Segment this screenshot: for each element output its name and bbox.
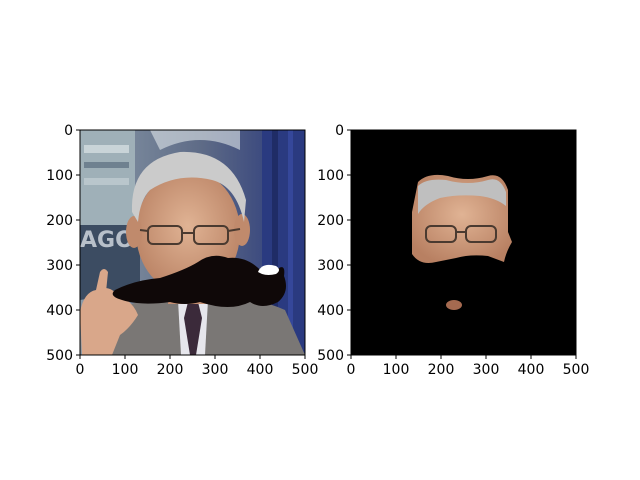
mustache-shape [112, 255, 287, 307]
right-x-tick-label: 200 [428, 362, 455, 378]
masked-chin-patch [446, 300, 462, 310]
left-x-ticks: 0 100 200 300 400 500 [76, 355, 319, 378]
left-x-tick-label: 400 [247, 362, 274, 378]
right-y-tick-label: 300 [317, 258, 344, 274]
right-x-ticks: 0 100 200 300 400 500 [347, 355, 590, 378]
right-x-tick-label: 100 [383, 362, 410, 378]
left-axes: AGO [46, 123, 319, 378]
left-x-tick-label: 100 [112, 362, 139, 378]
right-y-tick-label: 100 [317, 168, 344, 184]
right-y-tick-label: 0 [335, 123, 344, 139]
right-x-tick-label: 300 [473, 362, 500, 378]
left-y-tick-label: 400 [46, 303, 73, 319]
right-image-masked [351, 130, 576, 355]
right-x-tick-label: 500 [563, 362, 590, 378]
right-y-ticks: 0 100 200 300 400 500 [317, 123, 351, 364]
left-x-tick-label: 0 [76, 362, 85, 378]
left-y-tick-label: 300 [46, 258, 73, 274]
right-y-tick-label: 400 [317, 303, 344, 319]
svg-text:AGO: AGO [80, 228, 134, 253]
left-x-tick-label: 200 [157, 362, 184, 378]
right-axes: 0 100 200 300 400 500 0 100 200 300 400 500 [317, 123, 589, 378]
left-y-tick-label: 500 [46, 348, 73, 364]
left-y-tick-label: 0 [64, 123, 73, 139]
left-image-photo: AGO [80, 130, 305, 355]
right-axes-frame [350, 129, 577, 356]
left-x-tick-label: 500 [292, 362, 319, 378]
right-x-tick-label: 400 [518, 362, 545, 378]
right-y-tick-label: 200 [317, 213, 344, 229]
left-axes-frame [79, 129, 306, 356]
right-y-tick-label: 500 [317, 348, 344, 364]
left-y-ticks: 0 100 200 300 400 500 [46, 123, 80, 364]
left-x-tick-label: 300 [202, 362, 229, 378]
right-x-tick-label: 0 [347, 362, 356, 378]
left-y-tick-label: 100 [46, 168, 73, 184]
left-y-tick-label: 200 [46, 213, 73, 229]
